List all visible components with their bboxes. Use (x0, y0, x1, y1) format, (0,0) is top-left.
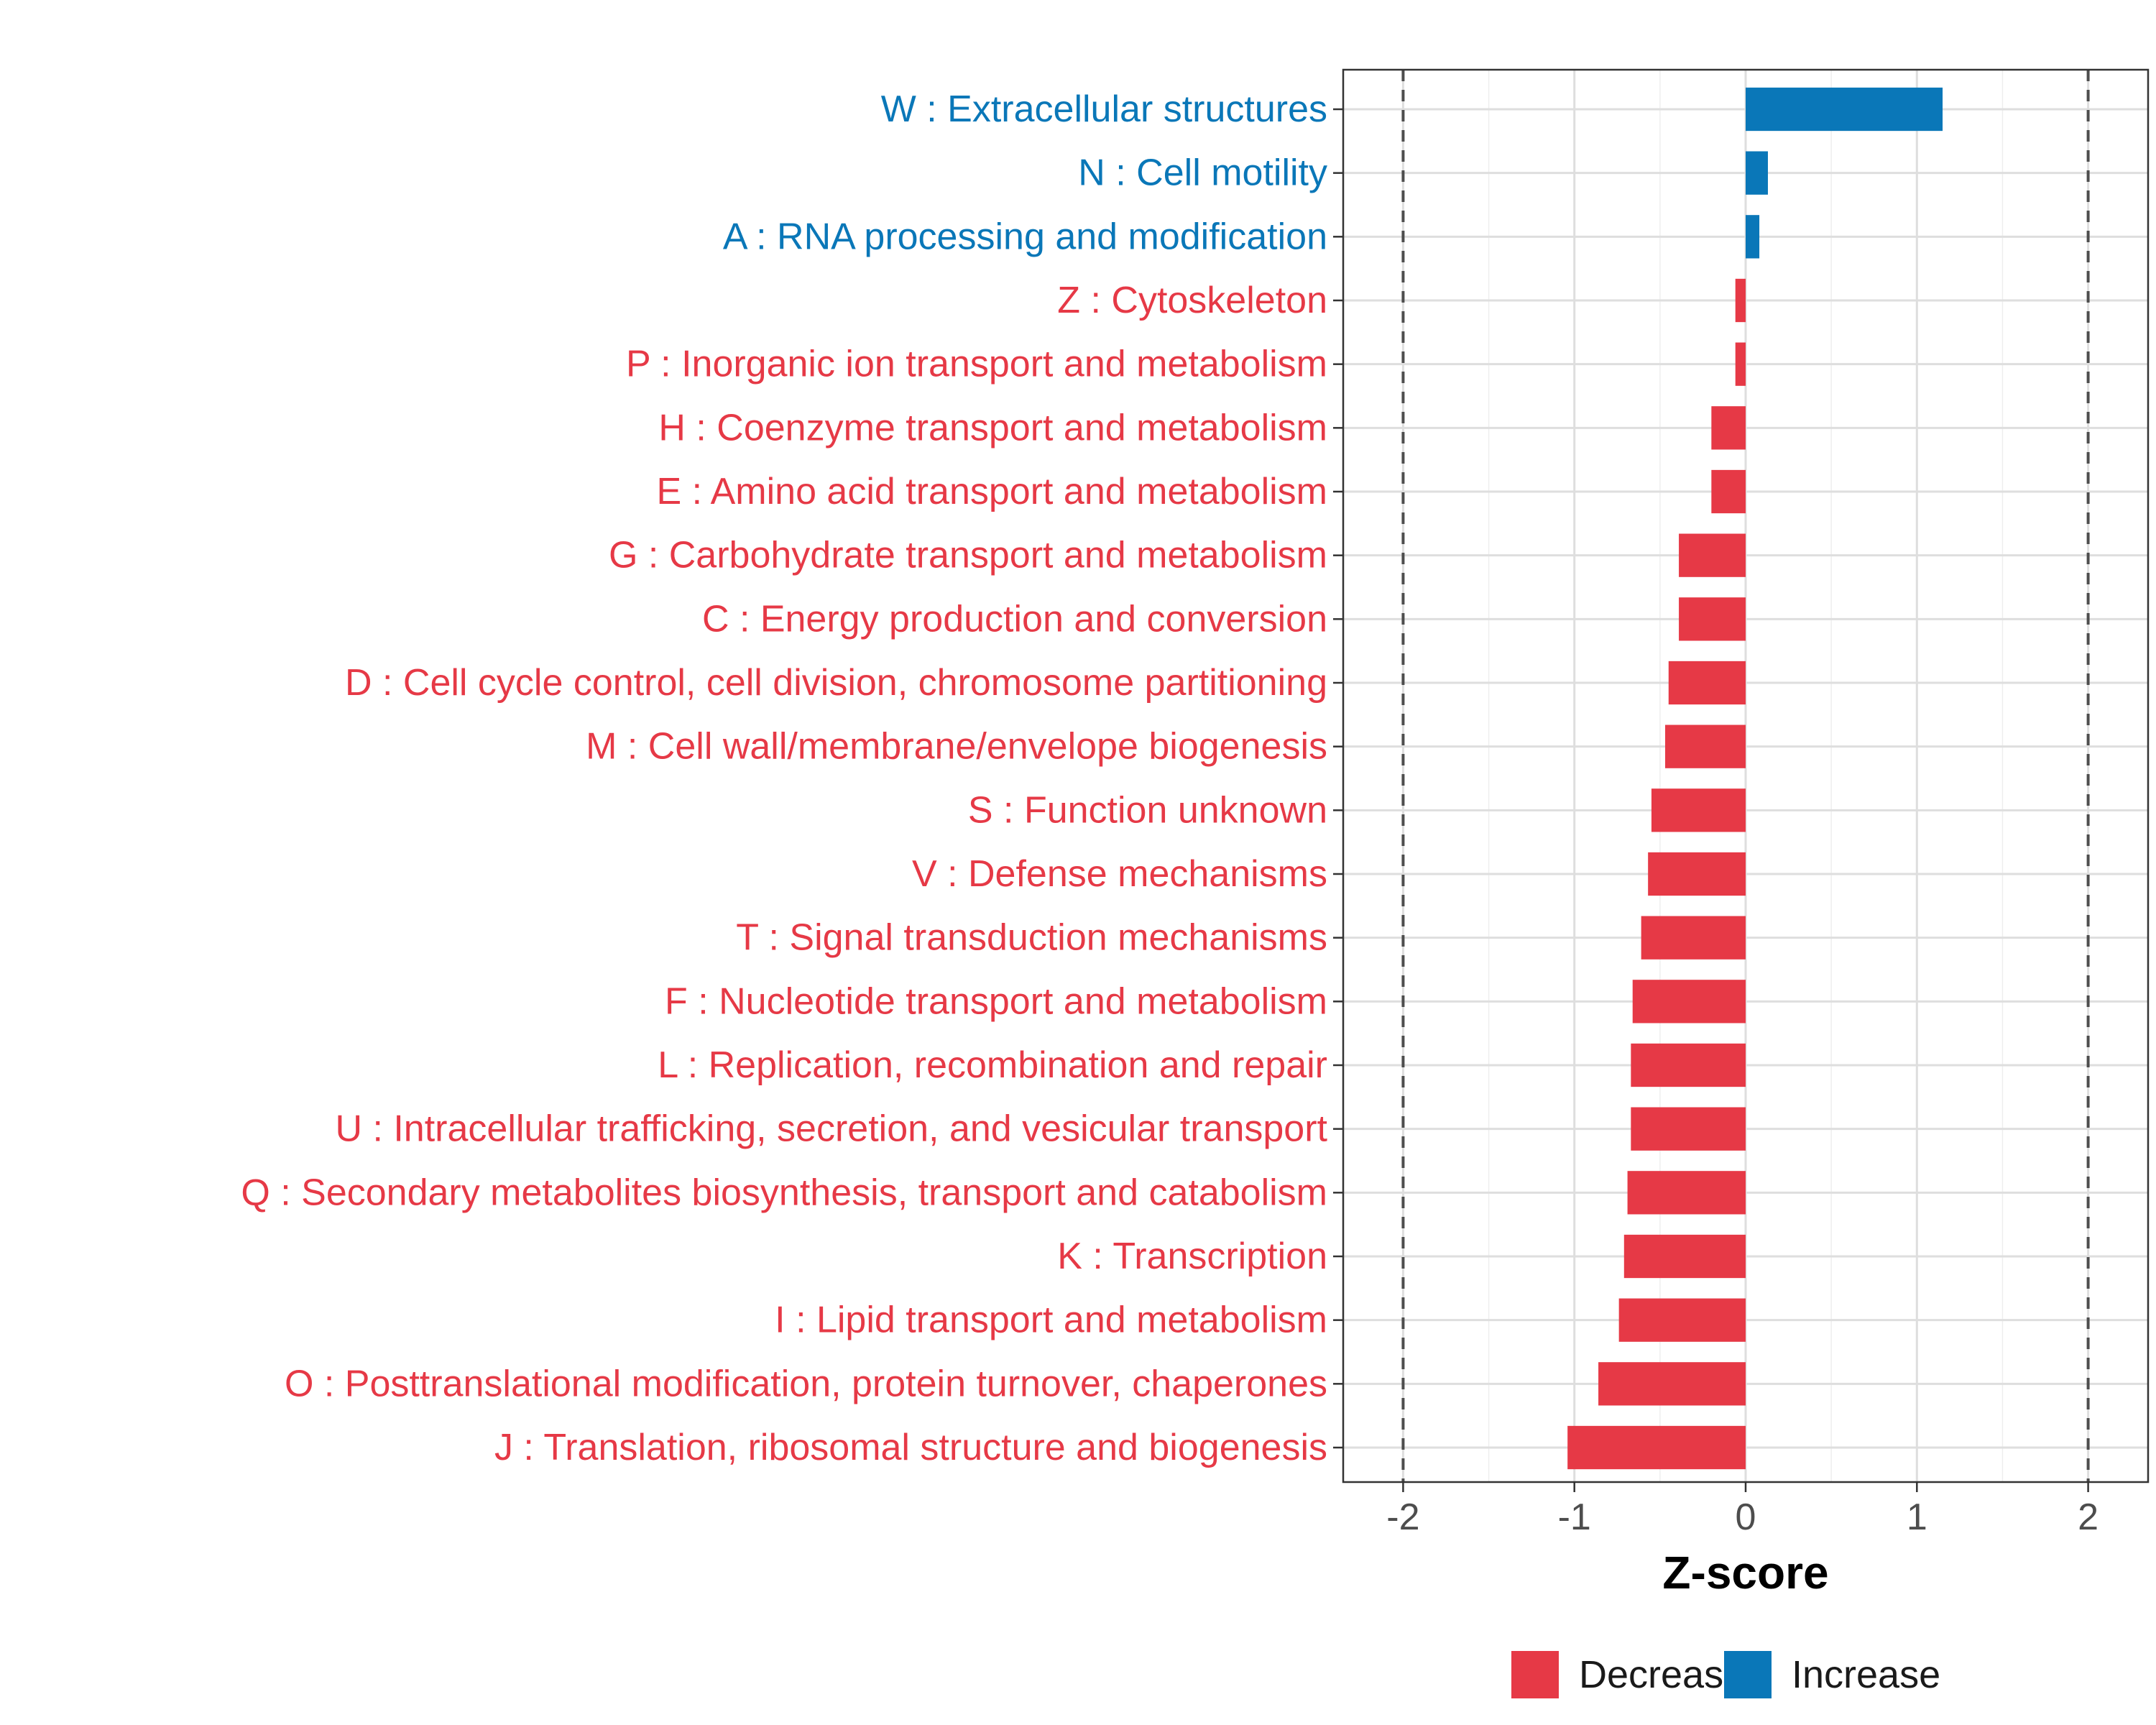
bar (1711, 406, 1746, 450)
legend-label: Decrease (1579, 1653, 1745, 1696)
y-tick-marks (1333, 108, 1343, 1449)
x-tick-label: 1 (1907, 1496, 1927, 1538)
category-label: F : Nucleotide transport and metabolism (665, 980, 1327, 1022)
category-label: D : Cell cycle control, cell division, c… (345, 662, 1327, 704)
bar (1632, 980, 1746, 1024)
bar (1648, 852, 1746, 896)
legend-key (1511, 1651, 1559, 1698)
category-label: Z : Cytoskeleton (1057, 280, 1327, 321)
bar (1679, 597, 1746, 641)
bar (1735, 342, 1746, 386)
category-label: U : Intracellular trafficking, secretion… (335, 1108, 1327, 1150)
x-axis-title: Z-score (1662, 1547, 1828, 1598)
x-axis-ticks: -2 -1 0 1 2 (1386, 1482, 2099, 1538)
bar (1651, 788, 1746, 832)
bar (1623, 1234, 1746, 1279)
x-tick-label: -1 (1558, 1496, 1591, 1538)
category-label: K : Transcription (1057, 1236, 1327, 1277)
legend-label: Increase (1792, 1653, 1940, 1696)
bar (1598, 1362, 1746, 1406)
bar (1735, 278, 1746, 323)
bar (1665, 724, 1746, 768)
category-label: H : Coenzyme transport and metabolism (658, 407, 1327, 448)
bars (1567, 87, 1943, 1470)
category-label: M : Cell wall/membrane/envelope biogenes… (586, 726, 1327, 768)
x-tick-label: 2 (2078, 1496, 2099, 1538)
reference-lines (1401, 70, 2090, 1482)
bar (1711, 469, 1746, 514)
category-label: L : Replication, recombination and repai… (658, 1044, 1327, 1086)
category-label: V : Defense mechanisms (912, 853, 1327, 895)
category-label: Q : Secondary metabolites biosynthesis, … (241, 1172, 1327, 1213)
category-label: I : Lipid transport and metabolism (775, 1300, 1327, 1341)
category-label: E : Amino acid transport and metabolism (656, 471, 1327, 512)
bar (1631, 1107, 1746, 1151)
category-label: A : RNA processing and modification (723, 216, 1327, 257)
bar (1618, 1298, 1746, 1342)
category-label: J : Translation, ribosomal structure and… (494, 1427, 1327, 1468)
bar (1668, 661, 1746, 705)
category-label: S : Function unknown (968, 789, 1327, 831)
category-label: G : Carbohydrate transport and metabolis… (609, 535, 1327, 576)
category-labels: W : Extracellular structures N : Cell mot… (241, 88, 1327, 1468)
bar (1679, 533, 1746, 577)
bar (1746, 151, 1768, 195)
x-tick-label: 0 (1736, 1496, 1756, 1538)
category-label: W : Extracellular structures (881, 88, 1327, 130)
category-label: O : Posttranslational modification, prot… (285, 1363, 1327, 1404)
bar (1641, 916, 1746, 960)
bar (1567, 1425, 1746, 1470)
legend: Decrease Increase (1511, 1651, 1940, 1698)
x-tick-label: -2 (1386, 1496, 1419, 1538)
category-label: T : Signal transduction mechanisms (736, 917, 1327, 959)
legend-key (1724, 1651, 1772, 1698)
category-label: P : Inorganic ion transport and metaboli… (626, 344, 1327, 385)
bar (1746, 215, 1760, 259)
category-label: C : Energy production and conversion (702, 598, 1327, 640)
bar (1627, 1171, 1746, 1215)
bar (1631, 1043, 1746, 1087)
category-label: N : Cell motility (1078, 152, 1327, 194)
bar (1746, 87, 1943, 132)
